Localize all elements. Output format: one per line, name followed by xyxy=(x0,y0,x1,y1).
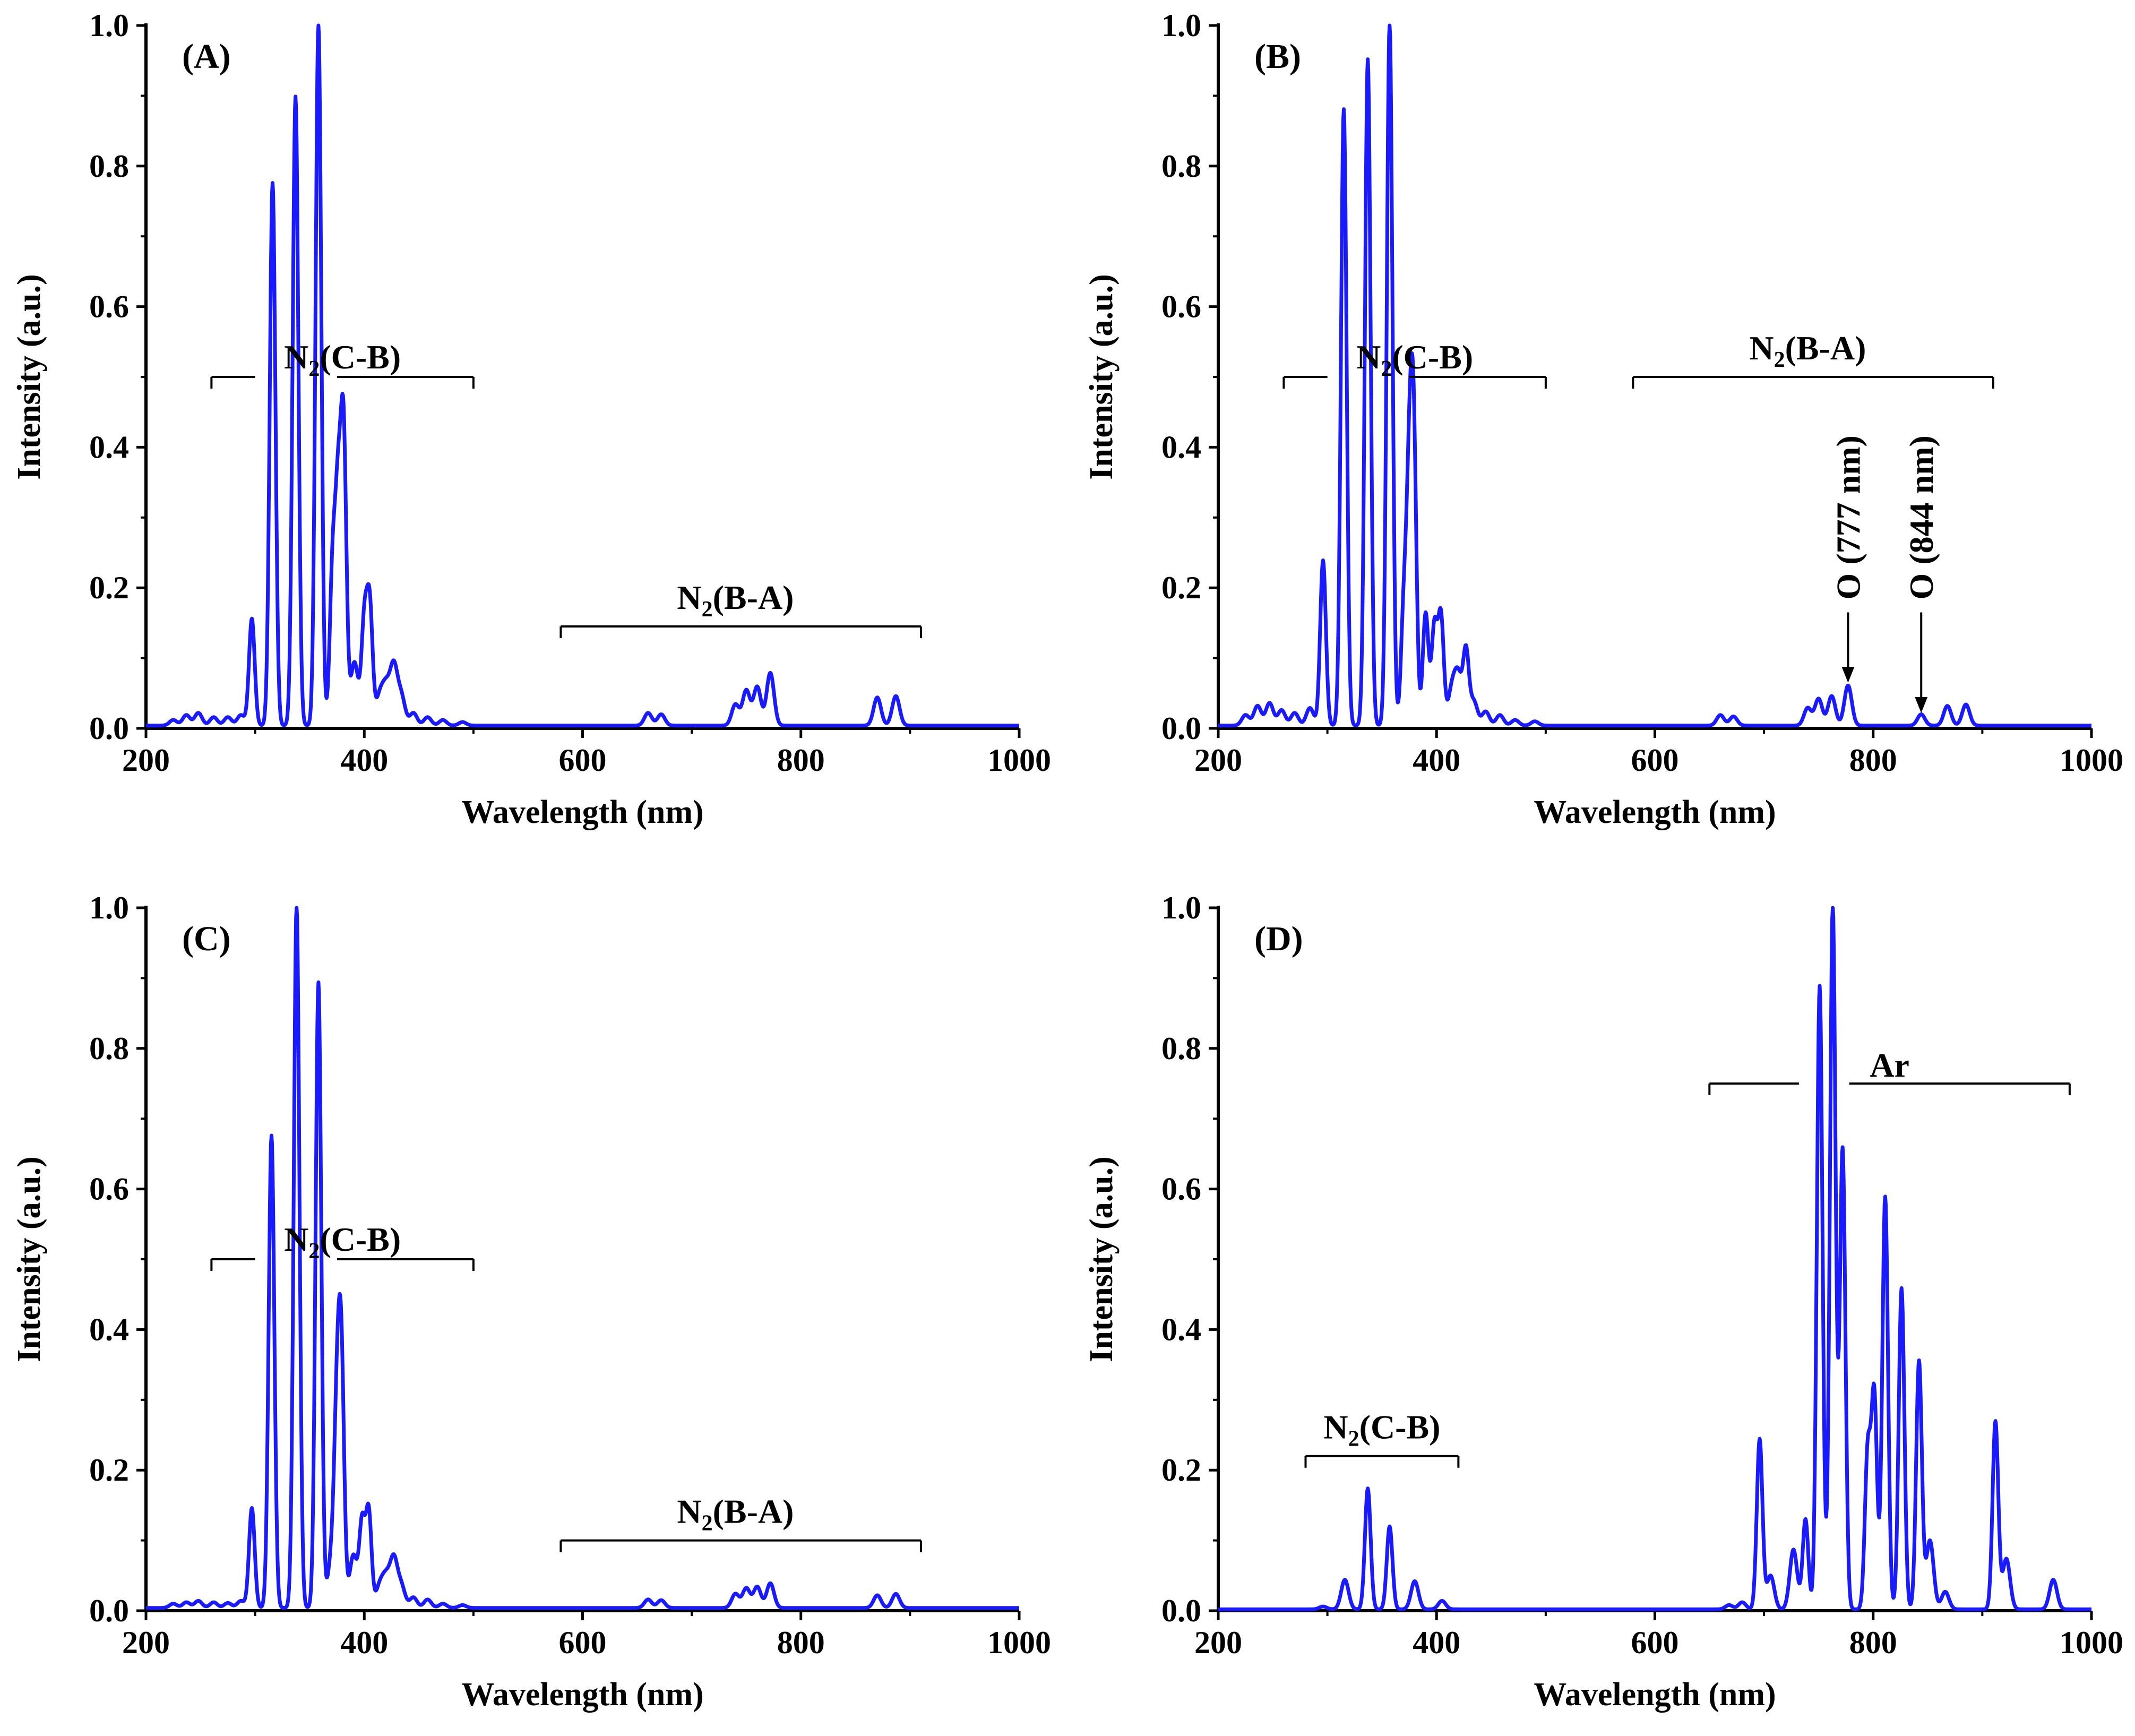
x-tick-label-c: 600 xyxy=(559,1625,607,1660)
x-tick-label-a: 200 xyxy=(122,743,170,778)
x-tick-label-a: 400 xyxy=(340,743,388,778)
oxygen-line-label-b: O (844 nm) xyxy=(1902,435,1940,599)
y-tick-label-b: 0.6 xyxy=(1161,289,1201,324)
y-tick-label-c: 1.0 xyxy=(89,890,129,925)
x-axis-title-c: Wavelength (nm) xyxy=(461,1677,703,1713)
y-tick-label-b: 1.0 xyxy=(1161,8,1201,43)
y-axis-title-a: Intensity (a.u.) xyxy=(11,274,47,480)
x-tick-label-a: 600 xyxy=(559,743,607,778)
y-tick-label-b: 0.0 xyxy=(1161,711,1201,746)
panel-label-a: (A) xyxy=(182,37,231,76)
x-tick-label-d: 400 xyxy=(1413,1625,1460,1660)
y-tick-label-c: 0.8 xyxy=(89,1031,129,1066)
spectrum-line-a xyxy=(144,23,1021,728)
band-label-d: Ar xyxy=(1870,1046,1909,1084)
arrow-head-b xyxy=(1841,666,1855,683)
y-tick-label-a: 0.0 xyxy=(89,711,129,746)
y-tick-label-c: 0.6 xyxy=(89,1172,129,1207)
panel-d: 200 400 600 800 1000 0.0 0.2 0.4 0.6 0.8 1.0 Wavele… xyxy=(1083,890,2123,1713)
spectrum-line-c xyxy=(144,906,1021,1610)
x-tick-label-c: 800 xyxy=(777,1625,825,1660)
x-tick-label-d: 600 xyxy=(1631,1625,1679,1660)
x-axis-title-b: Wavelength (nm) xyxy=(1534,794,1776,830)
x-tick-label-b: 800 xyxy=(1849,743,1897,778)
x-tick-label-b: 600 xyxy=(1631,743,1679,778)
y-tick-label-c: 0.0 xyxy=(89,1593,129,1628)
band-label-b: N2(C-B) xyxy=(1356,338,1473,381)
x-tick-label-a: 800 xyxy=(777,743,825,778)
y-tick-label-a: 1.0 xyxy=(89,8,129,43)
x-tick-label-d: 200 xyxy=(1194,1625,1242,1660)
y-tick-label-c: 0.4 xyxy=(89,1312,129,1347)
x-tick-label-c: 400 xyxy=(340,1625,388,1660)
y-tick-label-d: 0.8 xyxy=(1161,1031,1201,1066)
x-tick-label-d: 800 xyxy=(1849,1625,1897,1660)
y-axis-title-c: Intensity (a.u.) xyxy=(11,1156,47,1362)
band-label-c: N2(C-B) xyxy=(284,1221,401,1264)
x-tick-label-b: 200 xyxy=(1194,743,1242,778)
band-label-a: N2(C-B) xyxy=(284,338,401,381)
y-tick-label-d: 0.6 xyxy=(1161,1172,1201,1207)
y-tick-label-d: 1.0 xyxy=(1161,890,1201,925)
x-tick-label-b: 400 xyxy=(1413,743,1460,778)
panel-label-d: (D) xyxy=(1254,919,1303,958)
arrow-head-b xyxy=(1915,697,1928,713)
x-tick-label-c: 200 xyxy=(122,1625,170,1660)
panel-label-c: (C) xyxy=(182,919,231,958)
spectrum-line-d xyxy=(1217,906,2093,1611)
x-tick-label-c: 1000 xyxy=(987,1625,1051,1660)
panel-a: 200 400 600 800 1000 0.0 0.2 0.4 0.6 0.8 1.0 Wavele… xyxy=(11,8,1051,830)
y-tick-label-a: 0.6 xyxy=(89,289,129,324)
panel-c: 200 400 600 800 1000 0.0 0.2 0.4 0.6 0.8 1.0 Wavele… xyxy=(11,890,1051,1713)
x-tick-label-b: 1000 xyxy=(2060,743,2123,778)
y-tick-label-d: 0.4 xyxy=(1161,1312,1201,1347)
x-axis-title-d: Wavelength (nm) xyxy=(1534,1677,1776,1713)
band-label-b: N2(B-A) xyxy=(1749,329,1866,372)
oxygen-line-label-b: O (777 nm) xyxy=(1829,435,1867,599)
y-tick-label-c: 0.2 xyxy=(89,1453,129,1488)
y-tick-label-a: 0.2 xyxy=(89,570,129,605)
y-tick-label-b: 0.8 xyxy=(1161,149,1201,184)
spectrum-line-b xyxy=(1217,23,2093,728)
x-axis-title-a: Wavelength (nm) xyxy=(461,794,703,830)
y-tick-label-d: 0.2 xyxy=(1161,1453,1201,1488)
band-label-c: N2(B-A) xyxy=(677,1493,794,1536)
x-tick-label-a: 1000 xyxy=(987,743,1051,778)
y-axis-title-d: Intensity (a.u.) xyxy=(1083,1156,1120,1362)
y-tick-label-d: 0.0 xyxy=(1161,1593,1201,1628)
y-tick-label-a: 0.8 xyxy=(89,149,129,184)
panel-b: 200 400 600 800 1000 0.0 0.2 0.4 0.6 0.8 1.0 Wavele… xyxy=(1083,8,2123,830)
y-tick-label-b: 0.2 xyxy=(1161,570,1201,605)
y-tick-label-b: 0.4 xyxy=(1161,429,1201,465)
band-label-d: N2(C-B) xyxy=(1323,1408,1440,1451)
x-tick-label-d: 1000 xyxy=(2060,1625,2123,1660)
y-axis-title-b: Intensity (a.u.) xyxy=(1083,274,1120,480)
band-label-a: N2(B-A) xyxy=(677,579,794,622)
y-tick-label-a: 0.4 xyxy=(89,429,129,465)
panel-label-b: (B) xyxy=(1254,37,1301,76)
